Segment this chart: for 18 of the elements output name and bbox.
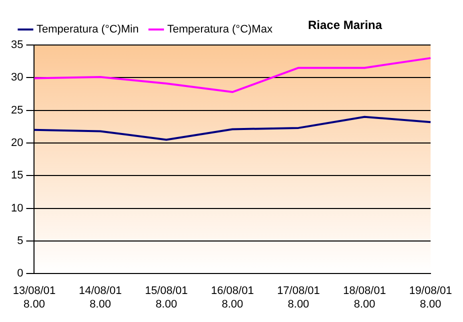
x-tick-label: 14/08/01 8.00 xyxy=(78,285,122,310)
y-tick-label: 15 xyxy=(10,170,24,182)
y-tick-label: 5 xyxy=(17,234,24,247)
x-tick-label: 13/08/01 8.00 xyxy=(12,285,56,310)
x-tick-label: 16/08/01 8.00 xyxy=(211,285,254,310)
legend-label: Temperatura (°C)Max xyxy=(167,24,273,36)
x-tick-label: 15/08/01 8.00 xyxy=(144,285,188,310)
y-tick-label: 30 xyxy=(10,72,24,84)
y-tick-label: 35 xyxy=(10,39,24,52)
y-tick-label: 10 xyxy=(10,202,24,214)
y-tick-label: 25 xyxy=(10,104,24,116)
x-tick-label: 18/08/01 8.00 xyxy=(343,285,386,310)
legend-label: Temperatura (°C)Min xyxy=(36,24,139,36)
chart-title: Riace Marina xyxy=(308,18,382,32)
x-tick-label: 19/08/01 8.00 xyxy=(409,285,452,310)
x-tick-label: 17/08/01 8.00 xyxy=(277,285,320,310)
y-tick-label: 20 xyxy=(10,137,24,150)
y-tick-label: 0 xyxy=(17,268,24,280)
